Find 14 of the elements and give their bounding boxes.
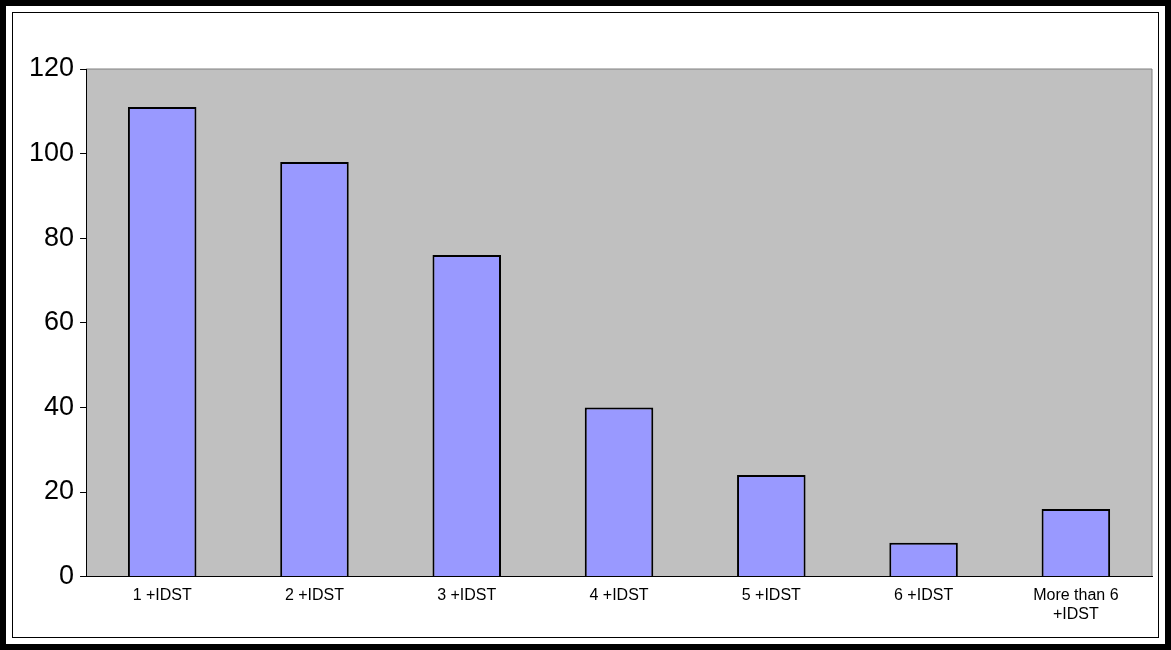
x-tick-label: More than 6 +IDST xyxy=(1033,585,1119,622)
y-tick-label: 60 xyxy=(44,306,75,337)
y-tick-label: 100 xyxy=(28,137,75,168)
x-tick-label: 1 +IDST xyxy=(132,585,192,603)
x-tick-label: 4 +IDST xyxy=(589,585,649,603)
y-tick-label: 120 xyxy=(28,52,75,83)
y-tick-label: 80 xyxy=(44,221,75,252)
y-tick-label: 0 xyxy=(59,560,75,591)
x-tick-label: 3 +IDST xyxy=(437,585,497,603)
x-tick-label: 2 +IDST xyxy=(284,585,345,603)
x-tick-label: 5 +IDST xyxy=(741,585,802,603)
y-tick-label: 40 xyxy=(44,390,75,421)
y-tick-label: 20 xyxy=(44,475,75,506)
x-tick-label: 6 +IDST xyxy=(894,585,954,603)
